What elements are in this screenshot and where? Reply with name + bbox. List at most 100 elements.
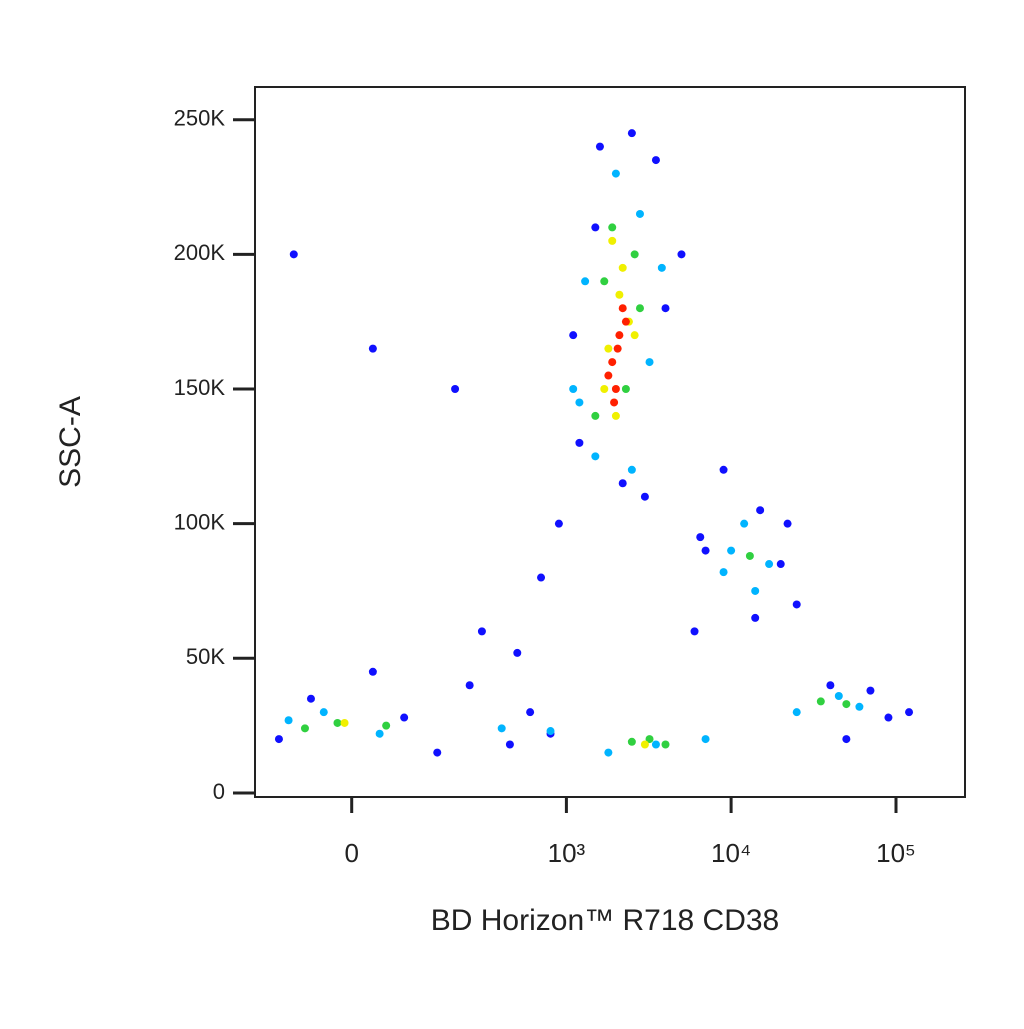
event-dot (842, 700, 851, 709)
event-dot (834, 692, 843, 701)
y-tick-label: 150K (174, 375, 226, 400)
y-tick-label: 0 (213, 779, 225, 804)
event-dot (816, 697, 825, 706)
event-dot (581, 277, 590, 286)
event-dot (701, 735, 710, 744)
event-dot (756, 506, 765, 515)
event-dot (497, 724, 506, 733)
event-dot (627, 465, 636, 474)
event-dot (615, 290, 624, 299)
event-dot (600, 385, 609, 394)
event-dot (382, 721, 391, 730)
x-tick-label: 10⁵ (876, 838, 916, 868)
event-dot (751, 586, 760, 595)
plot-frame (254, 86, 966, 798)
y-axis-label: SSC-A (54, 396, 87, 488)
event-dot (745, 551, 754, 560)
event-dot (627, 129, 636, 138)
event-dot (375, 729, 384, 738)
event-dot (611, 169, 620, 178)
event-dot (640, 740, 649, 749)
event-dot (591, 452, 600, 461)
x-tick-label: 0 (344, 838, 358, 868)
event-dot (513, 648, 522, 657)
event-dot (546, 727, 555, 736)
event-dot (613, 344, 622, 353)
event-dot (300, 724, 309, 733)
event-dot (690, 627, 699, 636)
event-dot (645, 735, 654, 744)
y-tick-label: 250K (174, 106, 226, 131)
event-dot (621, 385, 630, 394)
event-dot (608, 358, 617, 367)
x-tick-label: 10³ (548, 838, 586, 868)
event-dot (368, 667, 377, 676)
event-dot (604, 748, 613, 757)
event-dot (627, 737, 636, 746)
event-dot (477, 627, 486, 636)
event-dot (608, 236, 617, 245)
event-dot (618, 263, 627, 272)
event-dot (855, 702, 864, 711)
event-dot (595, 142, 604, 151)
event-dot (635, 304, 644, 313)
event-dot (651, 156, 660, 165)
y-tick-label: 50K (186, 644, 225, 669)
event-dot (611, 385, 620, 394)
event-dot (740, 519, 749, 528)
event-dot (284, 716, 293, 725)
event-dot (645, 358, 654, 367)
event-dot (866, 686, 875, 695)
event-dot (333, 718, 342, 727)
event-dot (610, 398, 619, 407)
event-dot (340, 718, 349, 727)
event-dot (604, 371, 613, 380)
x-tick-label: 10⁴ (711, 838, 751, 868)
event-dot (884, 713, 893, 722)
event-dot (630, 331, 639, 340)
event-dot (368, 344, 377, 353)
event-dot (611, 411, 620, 420)
event-dot (657, 263, 666, 272)
event-dot (765, 560, 774, 569)
event-dot (651, 740, 660, 749)
event-dot (677, 250, 686, 259)
event-dot (615, 331, 624, 340)
event-dot (640, 492, 649, 501)
event-dot (826, 681, 835, 690)
y-tick-label: 100K (174, 509, 226, 534)
event-dot (618, 304, 627, 313)
event-dot (451, 385, 460, 394)
event-dot (600, 277, 609, 286)
event-dot (661, 740, 670, 749)
event-dot (635, 209, 644, 218)
event-dot (319, 708, 328, 717)
event-dot (554, 519, 563, 528)
event-dot (776, 560, 785, 569)
event-dot (526, 708, 535, 717)
event-dot (400, 713, 409, 722)
event-dot (537, 573, 546, 582)
event-dot (575, 438, 584, 447)
event-dot (701, 546, 710, 555)
event-dot (465, 681, 474, 690)
event-dot (433, 748, 442, 757)
event-dot (306, 694, 315, 703)
event-dot (842, 735, 851, 744)
event-dot (618, 479, 627, 488)
event-dot (661, 304, 670, 313)
event-dot (792, 600, 801, 609)
event-dot (905, 708, 914, 717)
event-dot (591, 411, 600, 420)
event-dot (608, 223, 617, 232)
event-dot (569, 331, 578, 340)
event-dot (727, 546, 736, 555)
event-dot (505, 740, 514, 749)
event-dot (719, 465, 728, 474)
event-dot (575, 398, 584, 407)
event-dot (719, 568, 728, 577)
event-dot (792, 708, 801, 717)
event-dot (783, 519, 792, 528)
y-tick-label: 200K (174, 240, 226, 265)
